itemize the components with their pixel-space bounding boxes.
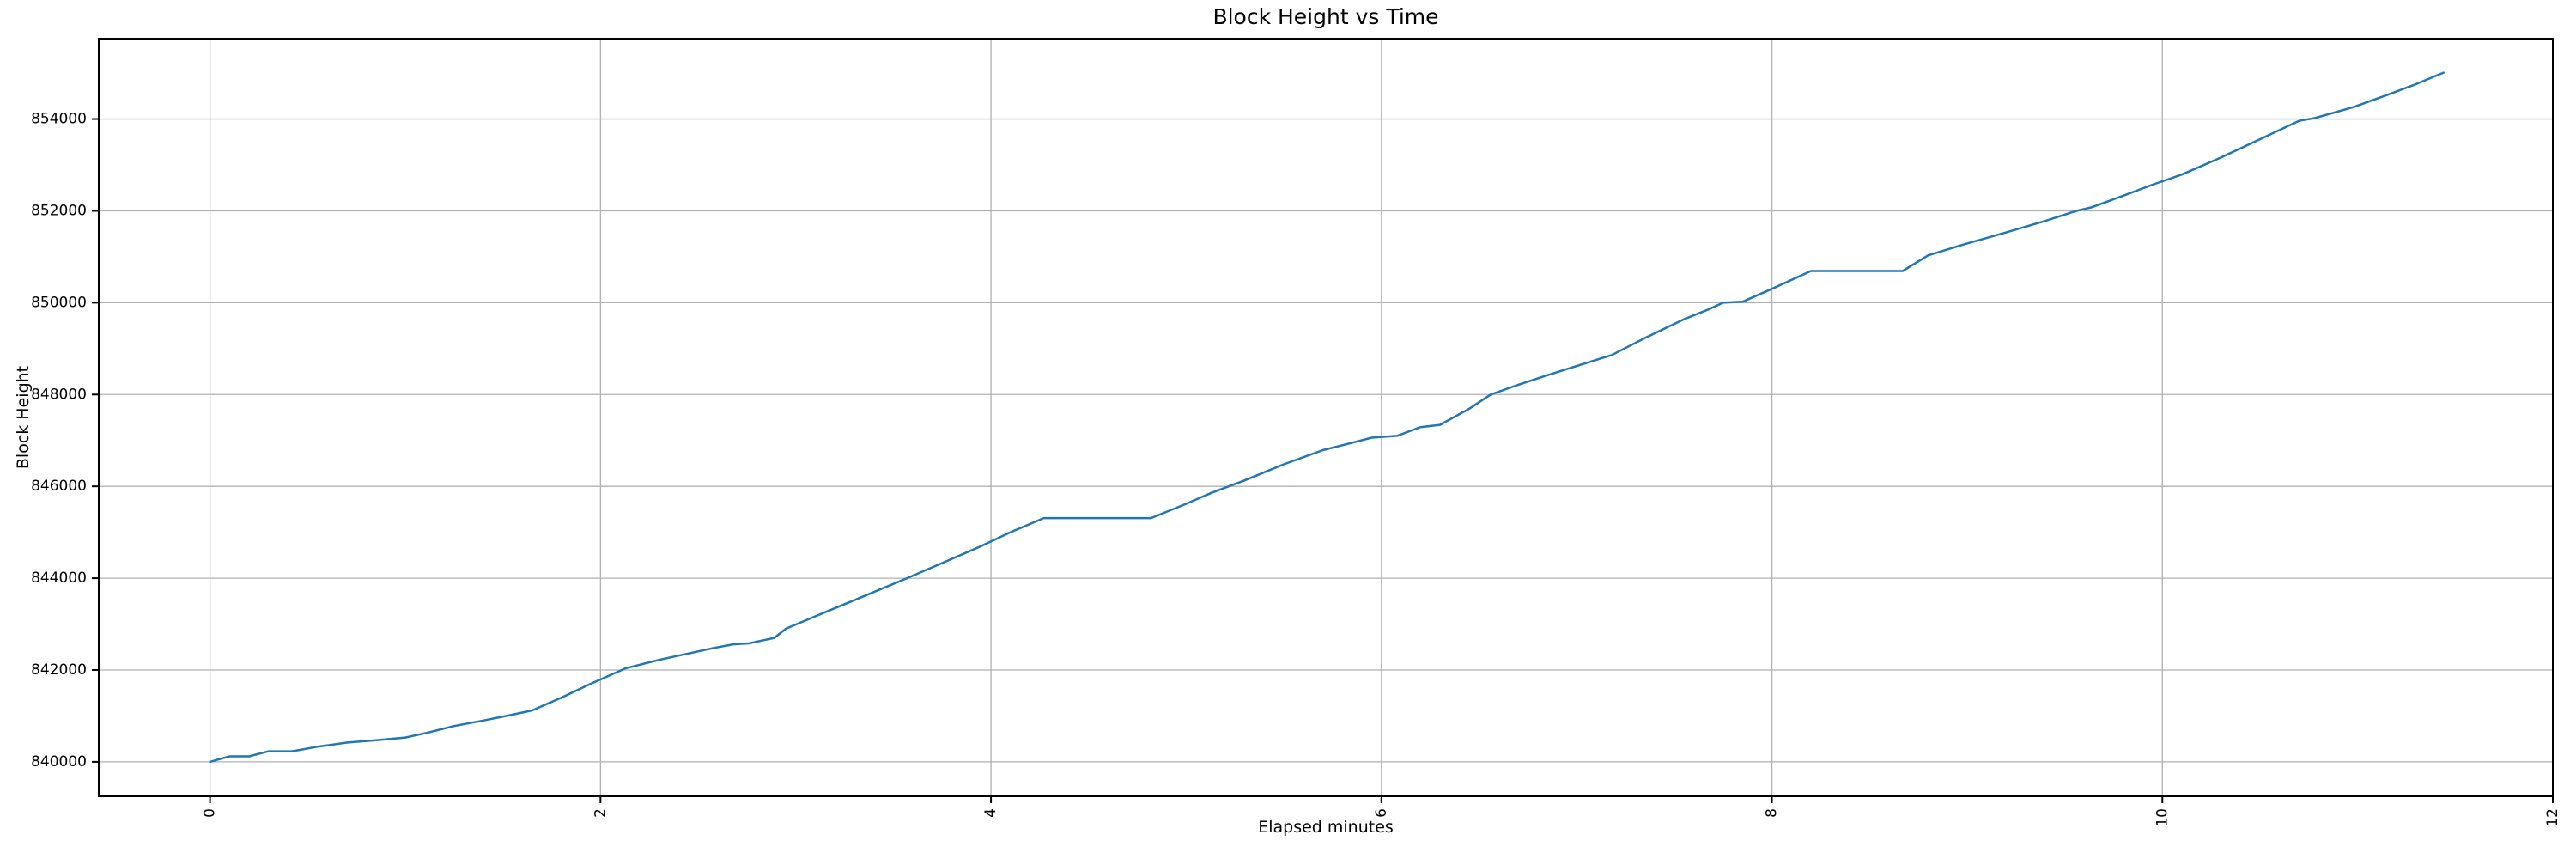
y-tick-label: 842000 bbox=[31, 661, 87, 679]
y-tick-label: 850000 bbox=[31, 294, 87, 311]
x-tick-label: 6 bbox=[1373, 808, 1390, 818]
x-axis-label: Elapsed minutes bbox=[1258, 818, 1394, 837]
y-tick-label: 844000 bbox=[31, 570, 87, 587]
x-tick-label: 4 bbox=[982, 808, 999, 818]
x-tick-label: 12 bbox=[2544, 808, 2561, 827]
y-tick-label: 854000 bbox=[31, 111, 87, 128]
x-tick-label: 8 bbox=[1764, 808, 1781, 818]
y-tick-label: 848000 bbox=[31, 386, 87, 403]
series-line bbox=[209, 71, 2445, 764]
y-tick-label: 846000 bbox=[31, 478, 87, 495]
x-tick-label: 2 bbox=[592, 808, 609, 818]
x-tick-label: 0 bbox=[202, 808, 219, 818]
chart-title: Block Height vs Time bbox=[1212, 4, 1439, 29]
plot-frame bbox=[98, 38, 2554, 797]
y-tick-label: 852000 bbox=[31, 202, 87, 219]
y-tick-label: 840000 bbox=[31, 753, 87, 771]
x-tick-label: 10 bbox=[2154, 808, 2171, 827]
